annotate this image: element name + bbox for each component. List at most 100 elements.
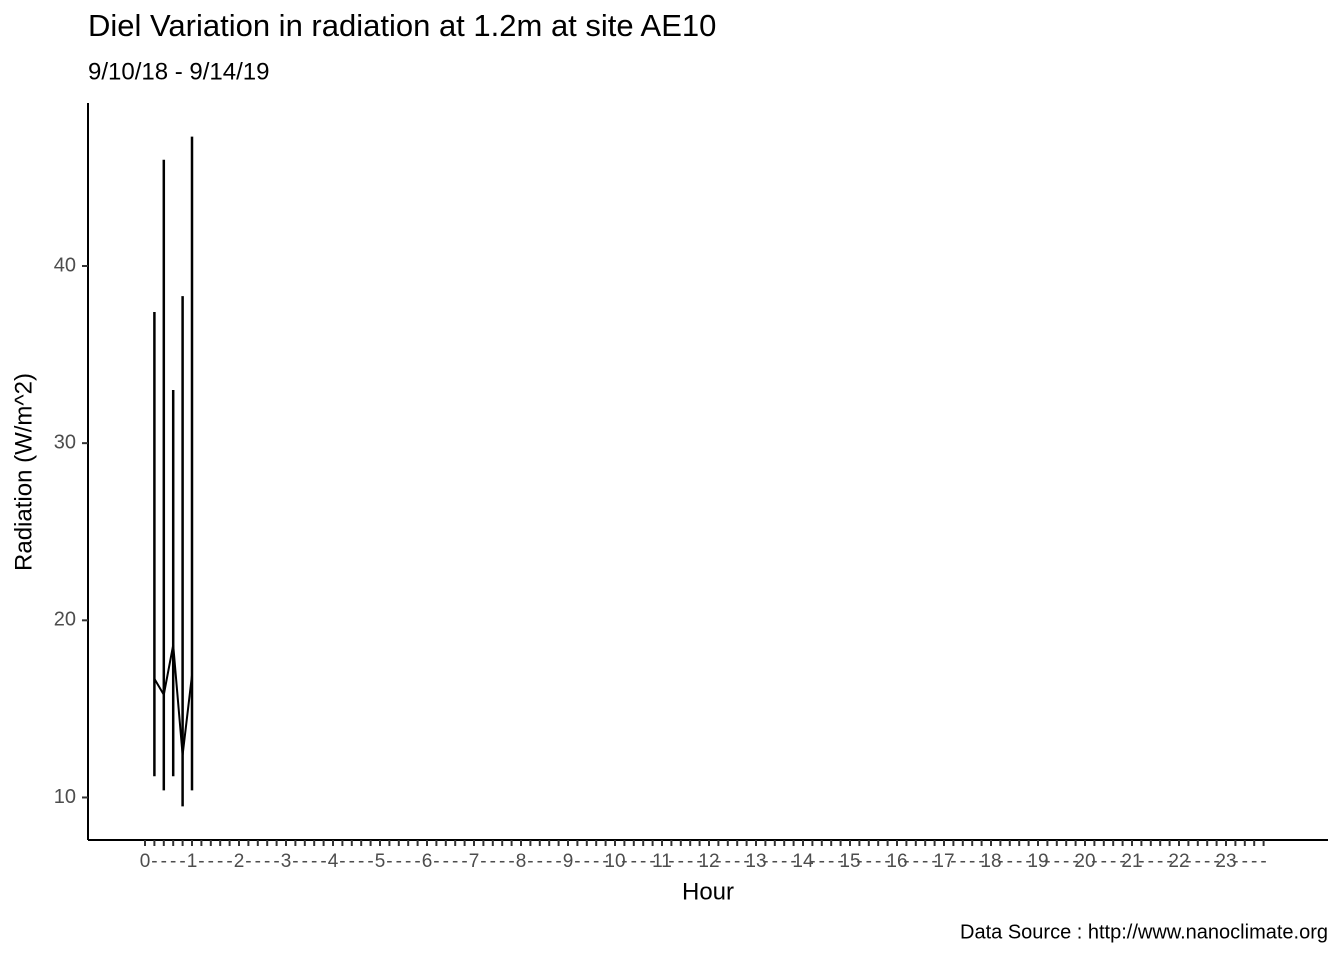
x-tick-label: - (809, 851, 815, 872)
chart-subtitle: 9/10/18 - 9/14/19 (88, 58, 269, 85)
x-tick-label: - (217, 851, 223, 872)
x-tick-label: - (1242, 851, 1248, 872)
x-tick-label: - (245, 851, 251, 872)
x-tick-label: - (1166, 851, 1172, 872)
x-tick-label: - (226, 851, 232, 872)
x-tick-label: - (678, 851, 684, 872)
x-tick-label: - (555, 851, 561, 872)
x-tick-label: 23 (1215, 851, 1236, 872)
x-tick-label: 12 (698, 851, 719, 872)
x-tick-label: - (1213, 851, 1219, 872)
x-tick-label: - (734, 851, 740, 872)
x-tick-label: - (696, 851, 702, 872)
x-tick-label: - (1138, 851, 1144, 872)
x-tick-label: - (837, 851, 843, 872)
x-tick-label: - (179, 851, 185, 872)
x-tick-label: - (715, 851, 721, 872)
x-tick-label: 13 (745, 851, 766, 872)
x-tick-label: - (978, 851, 984, 872)
chart-title: Diel Variation in radiation at 1.2m at s… (88, 8, 716, 43)
x-tick-label: 4 (328, 851, 339, 872)
x-tick-label: - (161, 851, 167, 872)
x-tick-label: - (386, 851, 392, 872)
x-tick-label: - (931, 851, 937, 872)
x-tick-label: 14 (792, 851, 814, 872)
x-tick-label: - (913, 851, 919, 872)
x-tick-label: - (725, 851, 731, 872)
x-tick-label: - (772, 851, 778, 872)
x-tick-label: - (1025, 851, 1031, 872)
y-tick-label: 40 (54, 254, 76, 276)
y-tick-label: 20 (54, 609, 76, 631)
x-tick-label: 2 (234, 851, 245, 872)
x-tick-label: - (1260, 851, 1266, 872)
x-tick-label: 22 (1168, 851, 1189, 872)
y-tick-label: 30 (54, 431, 76, 453)
x-tick-label: - (490, 851, 496, 872)
x-tick-label: - (950, 851, 956, 872)
x-tick-label: - (687, 851, 693, 872)
x-tick-label: - (208, 851, 214, 872)
x-tick-label: - (922, 851, 928, 872)
x-tick-label: - (349, 851, 355, 872)
x-tick-label: - (762, 851, 768, 872)
x-tick-label: 21 (1121, 851, 1142, 872)
x-tick-label: - (1072, 851, 1078, 872)
x-tick-label: - (1251, 851, 1257, 872)
x-tick-label: - (198, 851, 204, 872)
x-tick-label: - (960, 851, 966, 872)
x-tick-label: - (461, 851, 467, 872)
x-tick-label: 20 (1074, 851, 1095, 872)
x-tick-label: - (903, 851, 909, 872)
x-tick-label: - (499, 851, 505, 872)
x-tick-label: 0 (140, 851, 151, 872)
x-tick-label: 15 (839, 851, 860, 872)
x-tick-label: - (1044, 851, 1050, 872)
x-tick-label: - (584, 851, 590, 872)
x-tick-label: - (527, 851, 533, 872)
x-tick-label: - (302, 851, 308, 872)
x-tick-label: - (292, 851, 298, 872)
x-tick-label: - (621, 851, 627, 872)
x-tick-label: 9 (563, 851, 574, 872)
x-tick-label: - (819, 851, 825, 872)
x-tick-label: - (311, 851, 317, 872)
y-tick-label: 10 (54, 786, 76, 808)
x-tick-label: 16 (886, 851, 907, 872)
x-tick-label: - (480, 851, 486, 872)
x-tick-label: 18 (980, 851, 1001, 872)
x-tick-label: - (264, 851, 270, 872)
x-tick-label: - (593, 851, 599, 872)
x-tick-label: - (433, 851, 439, 872)
x-tick-label: - (790, 851, 796, 872)
x-tick-label: - (1101, 851, 1107, 872)
x-tick-label: - (828, 851, 834, 872)
x-tick-label: 11 (652, 851, 672, 872)
x-tick-label: - (1091, 851, 1097, 872)
x-tick-label: - (537, 851, 543, 872)
x-tick-label: - (546, 851, 552, 872)
x-tick-label: 5 (375, 851, 386, 872)
x-tick-label: - (1232, 851, 1238, 872)
x-tick-label: - (649, 851, 655, 872)
x-tick-label: 17 (933, 851, 954, 872)
x-tick-label: - (1007, 851, 1013, 872)
x-tick-label: - (997, 851, 1003, 872)
x-tick-label: - (856, 851, 862, 872)
x-tick-label: - (170, 851, 176, 872)
x-tick-label: - (640, 851, 646, 872)
x-tick-label: - (1119, 851, 1125, 872)
x-tick-label: 10 (604, 851, 625, 872)
x-tick-label: - (414, 851, 420, 872)
x-tick-label: - (743, 851, 749, 872)
x-tick-label: - (781, 851, 787, 872)
x-tick-label: - (1185, 851, 1191, 872)
x-tick-label: - (320, 851, 326, 872)
x-tick-label: - (1157, 851, 1163, 872)
x-tick-label: - (443, 851, 449, 872)
x-axis-title: Hour (682, 878, 734, 905)
x-tick-label: - (405, 851, 411, 872)
x-tick-label: - (358, 851, 364, 872)
x-tick-label: - (1195, 851, 1201, 872)
